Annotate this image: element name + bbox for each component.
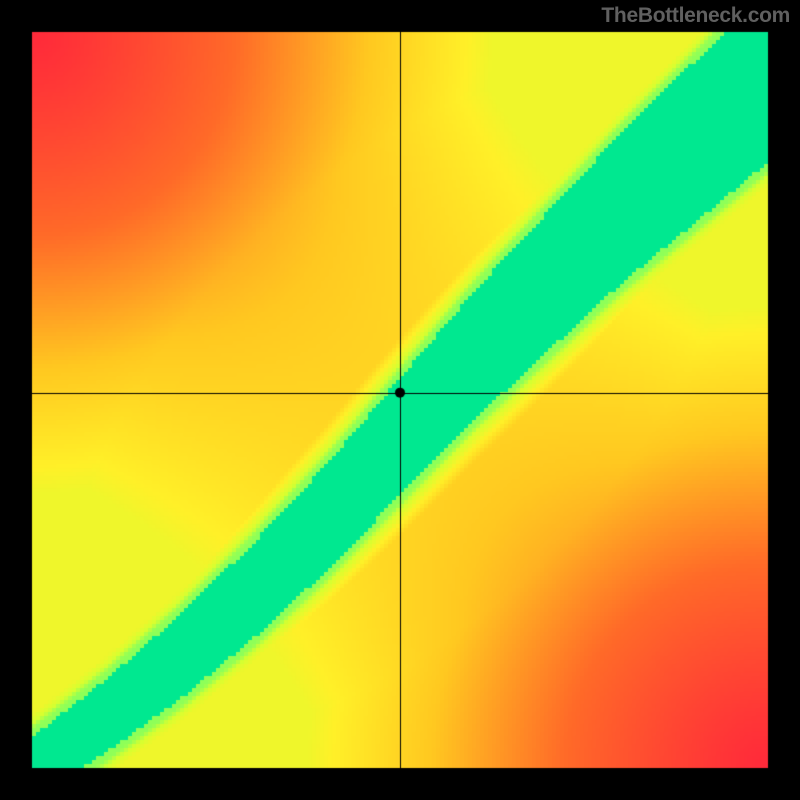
- chart-root: TheBottleneck.com: [0, 0, 800, 800]
- heatmap-canvas: [0, 0, 800, 800]
- watermark-text: TheBottleneck.com: [601, 4, 790, 28]
